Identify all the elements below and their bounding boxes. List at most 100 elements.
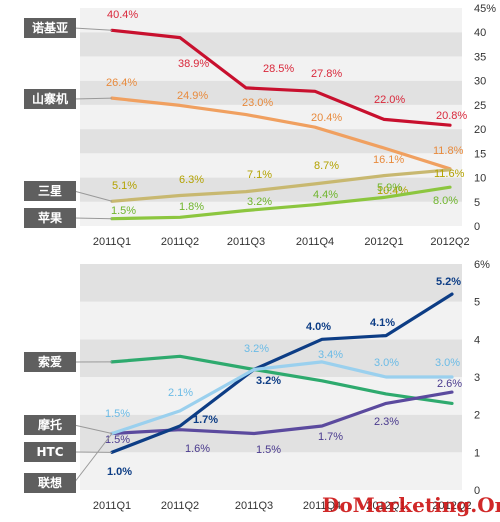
series-name-label: HTC <box>36 445 63 459</box>
series-name-box <box>24 18 76 38</box>
x-tick-label: 2011Q1 <box>93 500 131 512</box>
series-name-box <box>24 208 76 228</box>
series-name-label: 索爱 <box>38 354 62 369</box>
series-line <box>110 168 452 203</box>
data-label: 26.4% <box>106 77 137 89</box>
data-label: 2.6% <box>437 378 462 390</box>
y-tick-label: 10 <box>474 173 486 185</box>
x-tick-label: 2011Q4 <box>303 500 341 512</box>
data-label: 11.6% <box>434 168 465 180</box>
x-tick-label: 2011Q2 <box>161 236 199 248</box>
data-label: 1.7% <box>193 414 218 426</box>
watermark-text: DoMarketing.Org <box>322 493 500 517</box>
data-label: 24.9% <box>177 90 208 102</box>
data-label: 3.0% <box>435 357 460 369</box>
data-label: 1.6% <box>185 443 210 455</box>
grid-band <box>80 201 462 226</box>
y-tick-label: 4 <box>474 334 480 346</box>
grid-band <box>80 264 462 302</box>
series-name-box <box>24 181 76 201</box>
series-name-label: 诺基亚 <box>32 20 68 35</box>
data-label: 3.2% <box>247 196 272 208</box>
x-tick-label: 2012Q1 <box>366 500 405 512</box>
x-tick-label: 2011Q3 <box>227 236 265 248</box>
data-label: 1.5% <box>111 205 136 217</box>
x-tick-label: 2011Q4 <box>296 236 334 248</box>
leader-line <box>73 97 113 100</box>
data-label: 8.7% <box>314 160 339 172</box>
y-tick-label: 20 <box>474 124 486 136</box>
y-tick-label: 45% <box>474 3 496 15</box>
series-line <box>110 96 452 171</box>
data-label: 4.0% <box>306 321 331 333</box>
leader-line <box>73 433 113 484</box>
data-label: 20.8% <box>436 110 467 122</box>
data-label: 5.1% <box>112 180 137 192</box>
data-label: 28.5% <box>263 63 294 75</box>
data-label: 1.0% <box>107 466 132 478</box>
grid-band <box>80 414 462 453</box>
leader-line <box>73 190 113 202</box>
data-label: 20.4% <box>311 112 342 124</box>
y-tick-label: 0 <box>474 221 480 233</box>
data-label: 6.3% <box>179 174 204 186</box>
y-tick-label: 35 <box>474 51 486 63</box>
data-label: 1.7% <box>318 431 343 443</box>
y-tick-label: 5 <box>474 197 480 209</box>
y-tick-label: 40 <box>474 27 486 39</box>
grid-band <box>80 8 462 33</box>
data-label: 5.2% <box>436 276 461 288</box>
data-label: 40.4% <box>107 9 138 21</box>
data-label: 8.0% <box>433 195 458 207</box>
series-name-label: 山寨机 <box>32 91 68 106</box>
data-label: 2.1% <box>168 387 193 399</box>
series-line <box>110 28 452 127</box>
series-name-label: 三星 <box>38 184 62 198</box>
grid-band <box>80 32 462 57</box>
leader-line <box>73 27 113 31</box>
data-label: 3.2% <box>256 375 281 387</box>
data-label: 1.5% <box>256 444 281 456</box>
grid-band <box>80 104 462 130</box>
data-label: 7.1% <box>247 169 272 181</box>
series-name-box <box>24 442 76 462</box>
top-chart: 0 5 10 15 20 25 30 35 40 45% 2011Q1 2011Q2 2011Q3 201… <box>24 3 496 248</box>
data-label: 5.9% <box>377 182 402 194</box>
grid-band <box>80 129 462 154</box>
y-tick-label: 6% <box>474 259 490 271</box>
data-label: 1.8% <box>179 201 204 213</box>
data-label: 4.1% <box>370 317 395 329</box>
series-name-box <box>24 415 76 435</box>
series-line <box>110 292 454 454</box>
bottom-chart: 0 1 2 3 4 5 6% 2011Q1 2011Q2 2011Q3 2011Q4 2012Q1 20… <box>24 259 490 512</box>
data-label: 4.4% <box>313 189 338 201</box>
leader-line <box>73 217 113 220</box>
data-label: 2.3% <box>374 416 399 428</box>
data-label: 3.2% <box>244 343 269 355</box>
data-label: 1.5% <box>105 434 130 446</box>
series-line <box>110 354 454 405</box>
y-tick-label: 0 <box>474 485 480 497</box>
series-name-box <box>24 89 76 109</box>
series-name-label: 联想 <box>38 475 62 490</box>
x-tick-label: 2012Q2 <box>432 500 471 512</box>
y-tick-label: 5 <box>474 297 480 309</box>
data-label: 3.0% <box>374 357 399 369</box>
series-name-label: 苹果 <box>38 210 62 225</box>
x-tick-label: 2012Q2 <box>430 236 469 248</box>
x-tick-label: 2012Q1 <box>364 236 403 248</box>
grid-band <box>80 452 462 490</box>
series-line <box>110 360 454 436</box>
data-label: 11.8% <box>433 145 464 157</box>
y-tick-label: 15 <box>474 148 486 160</box>
data-label: 16.1% <box>373 154 404 166</box>
series-name-box <box>24 473 76 493</box>
x-tick-label: 2011Q3 <box>235 500 273 512</box>
y-tick-label: 30 <box>474 76 486 88</box>
grid-band <box>80 56 462 81</box>
x-tick-label: 2011Q2 <box>161 500 199 512</box>
leader-line <box>73 424 113 434</box>
y-tick-label: 3 <box>474 372 480 384</box>
data-label: 38.9% <box>178 58 209 70</box>
